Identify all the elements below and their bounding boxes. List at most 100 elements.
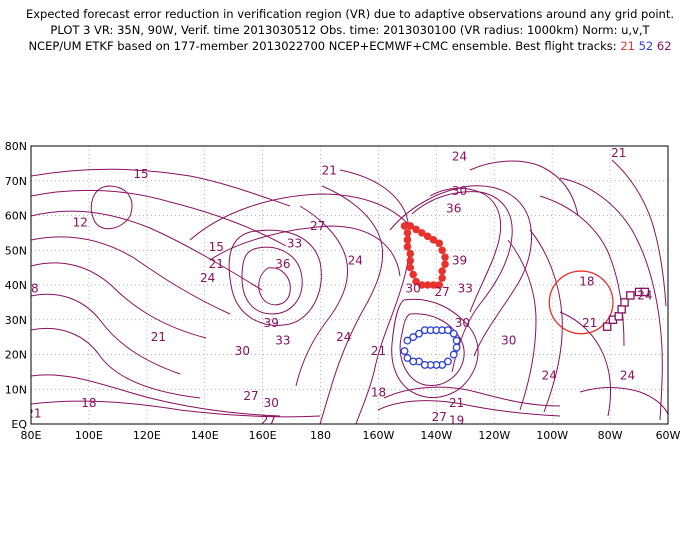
contour-line: [411, 191, 513, 373]
lon-tick-label: 100E: [75, 429, 103, 442]
track-62-marker: [626, 291, 635, 300]
track-62-marker: [602, 322, 612, 331]
track-21-marker: [438, 246, 446, 255]
contour-label: 24: [452, 149, 467, 163]
contour-label: 12: [73, 215, 88, 229]
track-52-marker: [403, 354, 412, 362]
track-21-marker: [406, 263, 415, 272]
contour-line: [389, 185, 532, 357]
track-21-marker: [438, 274, 446, 282]
contour-label: 30: [235, 344, 250, 358]
lon-tick-label: 60W: [656, 429, 681, 442]
contour-line: [579, 387, 668, 415]
contour-line: [529, 229, 563, 413]
contour-line: [507, 239, 537, 411]
contour-label: 24: [637, 288, 652, 302]
contour-line: [90, 185, 133, 230]
lon-tick-label: 180: [310, 429, 331, 442]
track-62-marker: [614, 312, 624, 321]
header-line-1: Expected forecast error reduction in ver…: [25, 7, 675, 21]
graticule: [31, 146, 668, 424]
track-52-marker: [449, 350, 458, 359]
contour-label: 27: [243, 389, 258, 403]
track-52-marker: [409, 357, 418, 366]
track-21-marker: [406, 222, 415, 230]
contour-line: [31, 189, 287, 247]
contour-label: 27: [310, 219, 325, 233]
track-52-marker: [452, 343, 461, 352]
header-line-2: PLOT 3 VR: 35N, 90W, Verif. time 2013030…: [50, 23, 650, 37]
contour-line: [189, 193, 411, 241]
contour-line: [383, 386, 561, 407]
contour-label: 39: [264, 316, 279, 330]
track-21-marker: [412, 225, 420, 234]
lon-tick-label: 80W: [598, 429, 623, 442]
contour-label: 27: [432, 410, 447, 424]
track-21-marker: [429, 236, 438, 244]
lon-tick-label: 120E: [133, 429, 161, 442]
contour-line: [319, 185, 384, 424]
track-62-marker: [640, 287, 650, 297]
contour-line: [429, 187, 502, 313]
track-21-marker: [441, 260, 449, 268]
track-52-label: 52: [638, 39, 654, 53]
contour-label: 21: [371, 344, 386, 358]
track-52-marker: [443, 326, 452, 335]
header-line-3-prefix: NCEP/UM ETKF based on 177-member 2013022…: [28, 39, 617, 53]
lon-tick-label: 160E: [249, 429, 277, 442]
lat-tick-label: EQ: [11, 418, 27, 431]
contour-label: 27: [261, 414, 276, 428]
track-62-marker: [620, 298, 629, 307]
contour-line: [31, 262, 207, 339]
contour-line: [228, 229, 322, 326]
track-21-marker: [406, 256, 415, 265]
contour-label: 30: [406, 281, 421, 295]
contour-label: 24: [620, 368, 635, 382]
contour-label: 39: [452, 254, 467, 268]
contour-line: [611, 159, 667, 307]
contour-label: 21: [209, 257, 224, 271]
contour-line: [31, 327, 201, 399]
track-21-marker: [435, 239, 444, 248]
lat-tick-label: 70N: [5, 175, 27, 188]
contour-label: 19: [449, 414, 464, 428]
contour-label: 30: [452, 184, 467, 198]
contour-label: 33: [275, 334, 290, 348]
contour-line: [31, 236, 231, 315]
track-52-marker: [415, 329, 423, 338]
contour-label: 18: [81, 396, 96, 410]
contour-line: [391, 298, 479, 398]
track-21-marker: [403, 229, 412, 237]
track-21-marker: [403, 242, 412, 251]
track-52-marker: [403, 336, 412, 345]
contour-label: 30: [501, 334, 516, 348]
contour-label: 21: [26, 407, 41, 421]
contour-line: [559, 177, 663, 421]
track-21-marker: [441, 253, 449, 262]
contour-line: [31, 374, 281, 417]
axis-labels: 80E 100E 120E 140E 160E 180 160W 140W 120W 100W 80…: [5, 140, 681, 442]
contour-label: 33: [458, 281, 473, 295]
contour-label: 24: [348, 254, 363, 268]
contour-label: 24: [200, 271, 215, 285]
contour-label: 21: [151, 330, 166, 344]
contour-label: 36: [275, 257, 290, 271]
contour-label: 15: [209, 240, 224, 254]
contour-line: [559, 311, 612, 417]
contour-label: 21: [449, 396, 464, 410]
contour-line: [31, 400, 321, 418]
contour-label: 18: [23, 281, 38, 295]
track-62-marker: [617, 305, 626, 314]
lat-tick-label: 50N: [5, 244, 27, 257]
track-21-label: 21: [620, 39, 635, 53]
contour-label: 24: [542, 368, 557, 382]
contour-label: 36: [446, 202, 461, 216]
contour-line: [209, 225, 401, 277]
contour-label: 27: [435, 285, 450, 299]
track-21-marker: [423, 232, 432, 241]
lon-tick-label: 140W: [420, 429, 452, 442]
coastlines: [31, 146, 668, 424]
lat-tick-label: 80N: [5, 140, 27, 153]
